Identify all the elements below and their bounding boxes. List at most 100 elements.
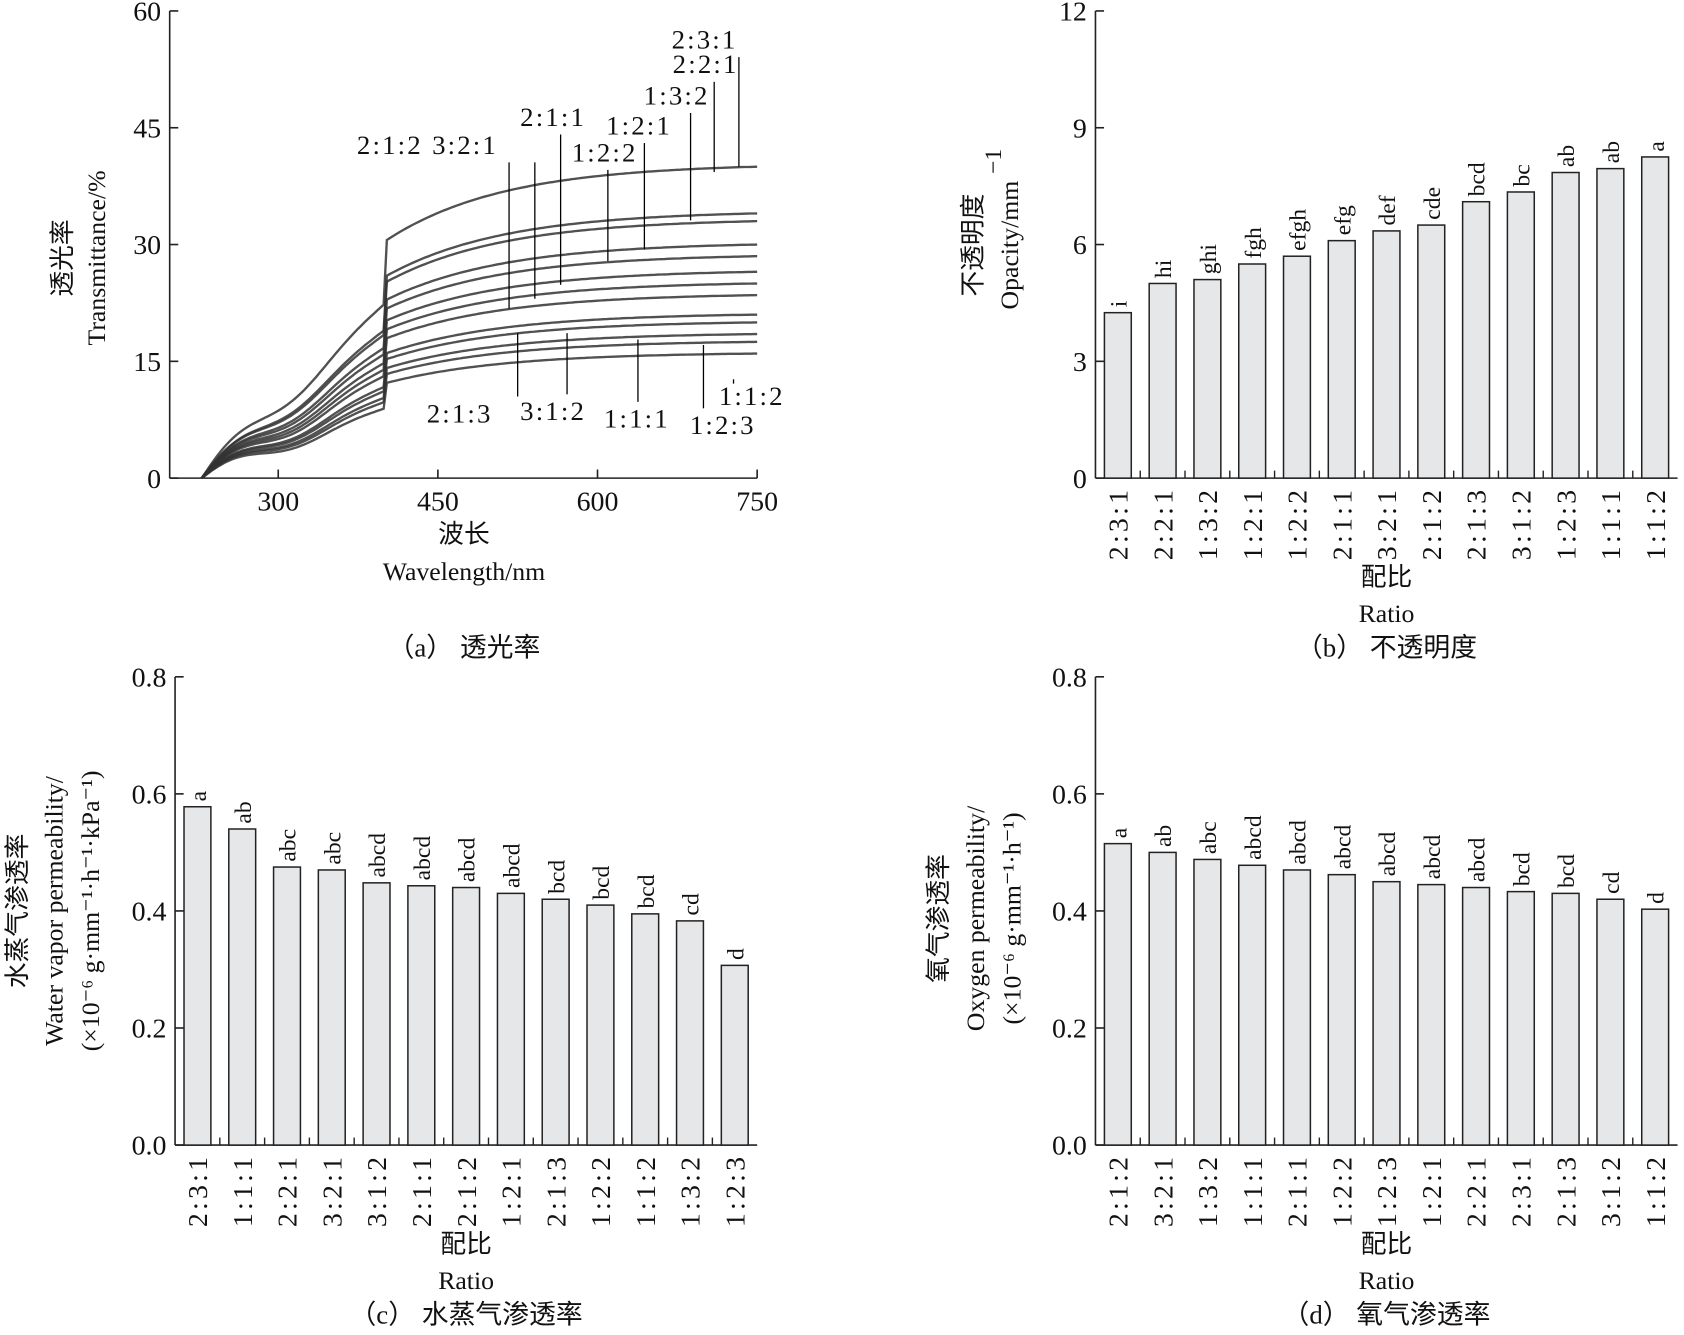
bar-2-2-1 — [272, 866, 302, 1146]
x-axis-label-cn: 配比 — [1361, 1229, 1413, 1258]
series-line-3-2-1 — [200, 282, 758, 479]
bar-1-1-2 — [631, 913, 660, 1146]
bar-1-1-2 — [1640, 156, 1670, 479]
significance-label: efg — [1330, 205, 1356, 235]
series-line-2-2-1 — [200, 212, 758, 479]
significance-label: abcd — [1375, 832, 1401, 877]
x-tick-label: 1:1:1 — [228, 1154, 259, 1227]
series-line-3-1-2 — [200, 321, 758, 480]
x-tick-label-a: 600 — [577, 486, 619, 517]
bar-1-2-2 — [586, 904, 615, 1146]
bar-1-1-2 — [1640, 908, 1670, 1146]
bar-1-2-3 — [1372, 880, 1401, 1146]
significance-label: abcd — [1330, 825, 1356, 870]
significance-label: def — [1375, 195, 1401, 225]
significance-label: d — [723, 948, 749, 960]
x-tick-label: 1:2:3 — [720, 1154, 751, 1227]
y-tick-label-a: 30 — [133, 230, 161, 261]
significance-label: ghi — [1196, 244, 1222, 275]
x-tick-label: 1:3:2 — [1193, 1154, 1224, 1227]
bar-2-1-1 — [407, 885, 436, 1146]
series-annotation: 3:2:1 — [432, 130, 498, 160]
y-tick-label: 12 — [1059, 0, 1087, 28]
y-axis-label-b: Opacity/mm — [995, 181, 1024, 310]
bar-1-3-2 — [1193, 858, 1222, 1146]
bar-2-2-1 — [1148, 282, 1177, 479]
series-annotation: 3:1:2 — [520, 396, 586, 426]
y-tick-label: 6 — [1073, 230, 1087, 261]
significance-label: cde — [1420, 187, 1446, 220]
x-tick-label: 2:1:2 — [1417, 487, 1448, 560]
x-axis-label: Ratio — [1359, 599, 1415, 628]
x-tick-label: 1:2:2 — [1283, 487, 1314, 560]
y-tick-label: 0 — [1073, 464, 1087, 495]
x-tick-label: 1:2:1 — [1238, 487, 1269, 560]
bar-2-2-1 — [1461, 886, 1491, 1146]
bar-1-2-1 — [1417, 883, 1446, 1146]
x-tick-label: 1:2:1 — [1417, 1154, 1448, 1227]
significance-label: cd — [1599, 871, 1625, 893]
x-tick-label: 2:1:1 — [407, 1154, 438, 1227]
y-axis-label-d: Oxygen permeability/ — [961, 805, 990, 1031]
y-axis-unit-c: (×10⁻⁶ g·mm⁻¹·h⁻¹·kPa⁻¹) — [76, 771, 105, 1052]
bar-1-2-1 — [496, 892, 526, 1146]
x-tick-label: 2:1:3 — [541, 1154, 572, 1227]
y-tick-label-a: 60 — [133, 0, 161, 28]
y-axis-label-c: Water vapor permeability/ — [39, 775, 68, 1046]
x-tick-label: 2:1:3 — [1551, 1154, 1582, 1227]
significance-label: abcd — [455, 837, 481, 882]
bar-1-3-2 — [675, 920, 705, 1146]
significance-label: abcd — [410, 836, 436, 881]
series-line-2-1-2 — [200, 293, 758, 479]
significance-label: abcd — [499, 843, 525, 888]
y-tick-label: 0.0 — [132, 1131, 167, 1162]
bar-2-1-3 — [1551, 892, 1580, 1146]
x-tick-label: 3:2:1 — [1372, 487, 1403, 560]
y-tick-label: 3 — [1073, 347, 1087, 378]
bar-3-2-1 — [1372, 230, 1401, 479]
x-axis-label: Ratio — [438, 1266, 494, 1295]
series-line-2-3-1 — [200, 165, 758, 479]
bar-3-1-2 — [362, 882, 391, 1146]
x-tick-label: 3:1:2 — [1507, 487, 1538, 560]
bar-1-2-3 — [720, 964, 749, 1146]
significance-label: bc — [1509, 164, 1535, 186]
caption: （d） 氧气渗透率 — [1283, 1299, 1491, 1329]
x-tick-label: 1:2:1 — [497, 1154, 528, 1227]
significance-label: abcd — [365, 833, 391, 878]
bar-2-1-2 — [1103, 842, 1133, 1146]
x-tick-label: 1:2:3 — [1372, 1154, 1403, 1227]
significance-label: bcd — [1465, 162, 1491, 196]
significance-label: bcd — [634, 874, 660, 908]
y-tick-label-a: 0 — [147, 464, 161, 495]
significance-label: i — [1106, 300, 1132, 307]
bar-2-3-1 — [1103, 311, 1133, 479]
significance-label: abcd — [1465, 837, 1491, 882]
bar-2-1-2 — [451, 886, 481, 1146]
bar-2-1-3 — [541, 898, 570, 1146]
x-tick-label: 1:1:2 — [631, 1154, 662, 1227]
bar-2-1-1 — [1282, 869, 1312, 1146]
significance-label: a — [1644, 141, 1670, 152]
series-line-1-2-2 — [200, 255, 758, 479]
significance-label: a — [1106, 827, 1132, 838]
significance-label: abc — [1196, 821, 1222, 854]
series-annotation: 1:2:2 — [572, 137, 638, 167]
bar-1-2-2 — [1327, 873, 1356, 1146]
x-tick-label: 2:1:3 — [1462, 487, 1493, 560]
y-tick-label: 0.8 — [1052, 662, 1087, 693]
series-annotation: 1:1:1 — [604, 404, 670, 434]
bar-1-2-2 — [1282, 255, 1312, 479]
x-tick-label: 2:1:2 — [452, 1154, 483, 1227]
bar-2-1-3 — [1461, 200, 1491, 479]
bar-3-2-1 — [1148, 851, 1177, 1146]
x-axis-label: Ratio — [1359, 1266, 1415, 1295]
series-line-1-1-1 — [200, 332, 758, 480]
x-tick-label: 2:2:1 — [1462, 1154, 1493, 1227]
bar-1-2-1 — [1237, 263, 1267, 479]
y-tick-label-a: 45 — [133, 113, 161, 144]
bar-3-2-1 — [317, 869, 346, 1146]
series-annotation: 1:3:2 — [644, 80, 710, 110]
